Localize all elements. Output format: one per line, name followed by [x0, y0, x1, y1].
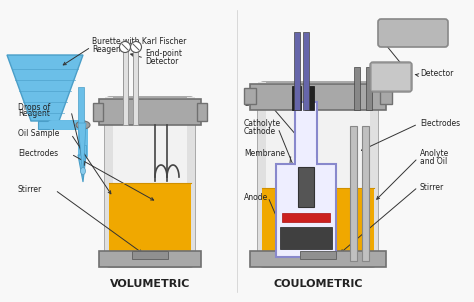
Text: End-point: End-point	[145, 50, 182, 59]
Text: Cathode: Cathode	[244, 127, 276, 136]
Bar	[80, 145, 86, 155]
Text: Anolyte: Anolyte	[420, 149, 449, 159]
Bar	[370, 82, 378, 267]
Text: Reagent: Reagent	[18, 110, 50, 118]
Text: Iodine: Iodine	[244, 92, 267, 101]
Bar	[132, 251, 168, 259]
Bar	[380, 88, 392, 104]
Bar	[78, 87, 84, 123]
Ellipse shape	[76, 121, 90, 129]
FancyBboxPatch shape	[370, 62, 412, 92]
Text: Electrodes: Electrodes	[420, 120, 460, 128]
Text: Detector: Detector	[420, 69, 453, 79]
Bar	[350, 126, 357, 261]
Bar	[292, 86, 301, 110]
Text: Stirrer: Stirrer	[18, 185, 42, 194]
Text: Stirrer: Stirrer	[420, 182, 444, 191]
Text: Electrodes: Electrodes	[18, 149, 58, 159]
Text: Anode: Anode	[244, 192, 268, 201]
Bar	[295, 102, 317, 164]
Text: COULOMETRIC: COULOMETRIC	[273, 279, 363, 289]
Text: Burette with Karl Fischer: Burette with Karl Fischer	[92, 37, 186, 47]
Bar	[133, 45, 138, 125]
Text: VOLUMETRIC: VOLUMETRIC	[110, 279, 190, 289]
Bar	[298, 167, 314, 207]
Bar	[362, 126, 369, 261]
Bar	[372, 64, 410, 90]
Bar	[296, 158, 316, 167]
Bar	[250, 251, 386, 267]
Bar	[99, 251, 201, 267]
Bar	[305, 86, 314, 110]
Ellipse shape	[130, 41, 142, 53]
Bar	[303, 32, 309, 110]
Polygon shape	[78, 123, 86, 177]
Bar	[258, 82, 266, 267]
Bar	[93, 103, 103, 121]
Bar	[282, 213, 330, 222]
FancyBboxPatch shape	[258, 82, 378, 267]
Bar	[294, 32, 300, 110]
Text: Reagent: Reagent	[92, 46, 124, 54]
Bar	[300, 251, 336, 259]
Bar	[276, 164, 336, 257]
Text: Oil Sample: Oil Sample	[18, 130, 59, 139]
Ellipse shape	[81, 168, 85, 175]
Ellipse shape	[119, 41, 130, 53]
Polygon shape	[7, 55, 83, 121]
Bar	[123, 45, 128, 125]
Bar	[262, 188, 374, 263]
Polygon shape	[78, 155, 86, 182]
Text: Membrane: Membrane	[244, 149, 285, 159]
Bar	[99, 99, 201, 125]
Bar	[366, 67, 372, 110]
FancyBboxPatch shape	[378, 19, 448, 47]
Bar	[244, 88, 256, 104]
Bar	[250, 84, 386, 110]
Bar	[38, 121, 52, 129]
Text: Drops of: Drops of	[18, 102, 50, 111]
Bar	[354, 67, 360, 110]
Bar	[105, 97, 113, 267]
Text: CONTROL: CONTROL	[389, 28, 438, 37]
Bar	[197, 103, 207, 121]
FancyBboxPatch shape	[105, 97, 195, 267]
Text: Catholyte: Catholyte	[244, 120, 281, 128]
Bar	[280, 227, 332, 249]
Text: Detector: Detector	[145, 56, 178, 66]
Text: and Oil: and Oil	[420, 156, 447, 165]
Text: Generator: Generator	[244, 99, 283, 108]
Bar	[187, 97, 195, 267]
Bar	[109, 183, 191, 263]
